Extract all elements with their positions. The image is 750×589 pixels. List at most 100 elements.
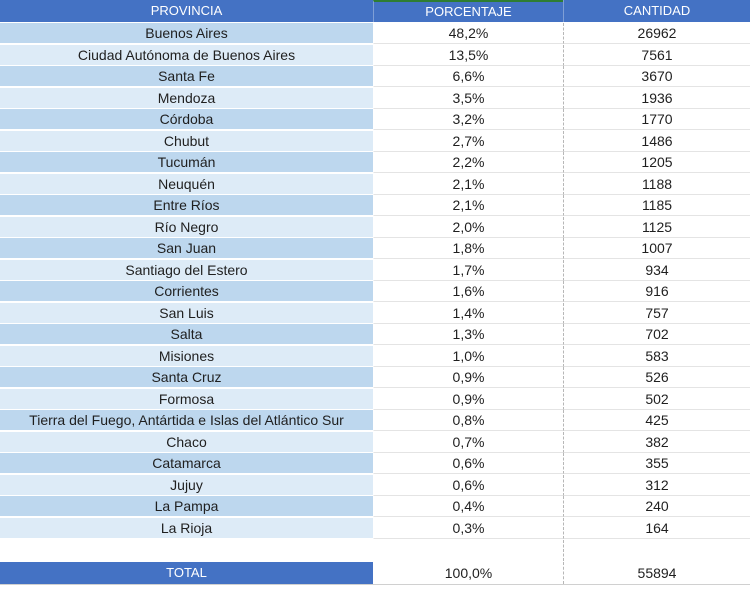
cell-provincia[interactable]: San Juan [0, 238, 373, 259]
cell-cantidad[interactable]: 312 [563, 475, 750, 496]
cell-provincia[interactable]: Catamarca [0, 453, 373, 474]
cell-cantidad[interactable]: 355 [563, 453, 750, 474]
cell-provincia[interactable]: Neuquén [0, 174, 373, 195]
cell-porcentaje[interactable]: 0,4% [373, 496, 563, 517]
cell-provincia[interactable]: Ciudad Autónoma de Buenos Aires [0, 45, 373, 66]
cell-porcentaje[interactable]: 48,2% [373, 23, 563, 44]
cell-provincia[interactable]: Chaco [0, 432, 373, 453]
blank-cell[interactable] [563, 540, 750, 561]
cell-porcentaje[interactable]: 0,9% [373, 389, 563, 410]
table-row: Tierra del Fuego, Antártida e Islas del … [0, 410, 750, 431]
cell-cantidad[interactable]: 1125 [563, 217, 750, 238]
cell-provincia[interactable]: La Pampa [0, 496, 373, 517]
cell-cantidad[interactable]: 934 [563, 260, 750, 281]
header-cantidad[interactable]: CANTIDAD [563, 0, 750, 22]
cell-cantidad[interactable]: 583 [563, 346, 750, 367]
table-row: Santa Cruz 0,9% 526 [0, 367, 750, 388]
cell-provincia[interactable]: Misiones [0, 346, 373, 367]
cell-cantidad[interactable]: 702 [563, 324, 750, 345]
cell-porcentaje[interactable]: 2,0% [373, 217, 563, 238]
cell-porcentaje[interactable]: 2,7% [373, 131, 563, 152]
table-row: La Rioja 0,3% 164 [0, 518, 750, 539]
cell-cantidad[interactable]: 7561 [563, 45, 750, 66]
cell-porcentaje[interactable]: 0,6% [373, 475, 563, 496]
cell-porcentaje[interactable]: 2,1% [373, 195, 563, 216]
cell-porcentaje[interactable]: 3,2% [373, 109, 563, 130]
cell-provincia[interactable]: Jujuy [0, 475, 373, 496]
cell-provincia[interactable]: Tierra del Fuego, Antártida e Islas del … [0, 410, 373, 431]
header-provincia[interactable]: PROVINCIA [0, 0, 373, 22]
cell-provincia[interactable]: Buenos Aires [0, 23, 373, 44]
cell-provincia[interactable]: Corrientes [0, 281, 373, 302]
cell-cantidad[interactable]: 502 [563, 389, 750, 410]
cell-cantidad[interactable]: 757 [563, 303, 750, 324]
cell-provincia[interactable]: Santiago del Estero [0, 260, 373, 281]
cell-porcentaje[interactable]: 0,9% [373, 367, 563, 388]
cell-cantidad[interactable]: 1770 [563, 109, 750, 130]
table-row: Mendoza 3,5% 1936 [0, 88, 750, 109]
table-row: Entre Ríos 2,1% 1185 [0, 195, 750, 216]
table-row: Salta 1,3% 702 [0, 324, 750, 345]
cell-porcentaje[interactable]: 2,2% [373, 152, 563, 173]
cell-cantidad[interactable]: 382 [563, 432, 750, 453]
cell-porcentaje[interactable]: 6,6% [373, 66, 563, 87]
cell-porcentaje[interactable]: 0,7% [373, 432, 563, 453]
cell-provincia[interactable]: Santa Cruz [0, 367, 373, 388]
table-row: Chubut 2,7% 1486 [0, 131, 750, 152]
cell-porcentaje[interactable]: 1,6% [373, 281, 563, 302]
cell-provincia[interactable]: Chubut [0, 131, 373, 152]
cell-provincia[interactable]: Río Negro [0, 217, 373, 238]
cell-provincia[interactable]: Salta [0, 324, 373, 345]
table-row: Misiones 1,0% 583 [0, 346, 750, 367]
table-row: Buenos Aires 48,2% 26962 [0, 23, 750, 44]
total-cantidad[interactable]: 55894 [563, 562, 750, 584]
cell-provincia[interactable]: Santa Fe [0, 66, 373, 87]
table-row: Catamarca 0,6% 355 [0, 453, 750, 474]
table-row: Neuquén 2,1% 1188 [0, 174, 750, 195]
cell-provincia[interactable]: Córdoba [0, 109, 373, 130]
cell-porcentaje[interactable]: 0,3% [373, 518, 563, 539]
cell-cantidad[interactable]: 164 [563, 518, 750, 539]
cell-provincia[interactable]: Formosa [0, 389, 373, 410]
table-row: Chaco 0,7% 382 [0, 432, 750, 453]
cell-cantidad[interactable]: 1188 [563, 174, 750, 195]
cell-provincia[interactable]: Mendoza [0, 88, 373, 109]
cell-cantidad[interactable]: 240 [563, 496, 750, 517]
cell-provincia[interactable]: Tucumán [0, 152, 373, 173]
cell-cantidad[interactable]: 1486 [563, 131, 750, 152]
cell-porcentaje[interactable]: 1,3% [373, 324, 563, 345]
cell-cantidad[interactable]: 1185 [563, 195, 750, 216]
cell-cantidad[interactable]: 526 [563, 367, 750, 388]
table-row: San Juan 1,8% 1007 [0, 238, 750, 259]
table-row: Córdoba 3,2% 1770 [0, 109, 750, 130]
total-label[interactable]: TOTAL [0, 562, 373, 584]
cell-porcentaje[interactable]: 1,0% [373, 346, 563, 367]
cell-cantidad[interactable]: 1205 [563, 152, 750, 173]
cell-cantidad[interactable]: 425 [563, 410, 750, 431]
header-row: PROVINCIA PORCENTAJE CANTIDAD [0, 0, 750, 22]
table-row: San Luis 1,4% 757 [0, 303, 750, 324]
cell-porcentaje[interactable]: 3,5% [373, 88, 563, 109]
cell-porcentaje[interactable]: 2,1% [373, 174, 563, 195]
blank-cell[interactable] [373, 540, 563, 561]
cell-porcentaje[interactable]: 0,6% [373, 453, 563, 474]
blank-cell[interactable] [0, 540, 373, 561]
cell-cantidad[interactable]: 26962 [563, 23, 750, 44]
cell-provincia[interactable]: San Luis [0, 303, 373, 324]
cell-porcentaje[interactable]: 13,5% [373, 45, 563, 66]
cell-cantidad[interactable]: 1936 [563, 88, 750, 109]
cell-porcentaje[interactable]: 1,7% [373, 260, 563, 281]
cell-cantidad[interactable]: 1007 [563, 238, 750, 259]
cell-porcentaje[interactable]: 1,4% [373, 303, 563, 324]
cell-cantidad[interactable]: 916 [563, 281, 750, 302]
cell-porcentaje[interactable]: 1,8% [373, 238, 563, 259]
cell-provincia[interactable]: La Rioja [0, 518, 373, 539]
header-porcentaje[interactable]: PORCENTAJE [373, 0, 563, 22]
table-row: Jujuy 0,6% 312 [0, 475, 750, 496]
cell-cantidad[interactable]: 3670 [563, 66, 750, 87]
blank-row [0, 540, 750, 561]
cell-porcentaje[interactable]: 0,8% [373, 410, 563, 431]
cell-provincia[interactable]: Entre Ríos [0, 195, 373, 216]
total-porcentaje[interactable]: 100,0% [373, 562, 563, 584]
